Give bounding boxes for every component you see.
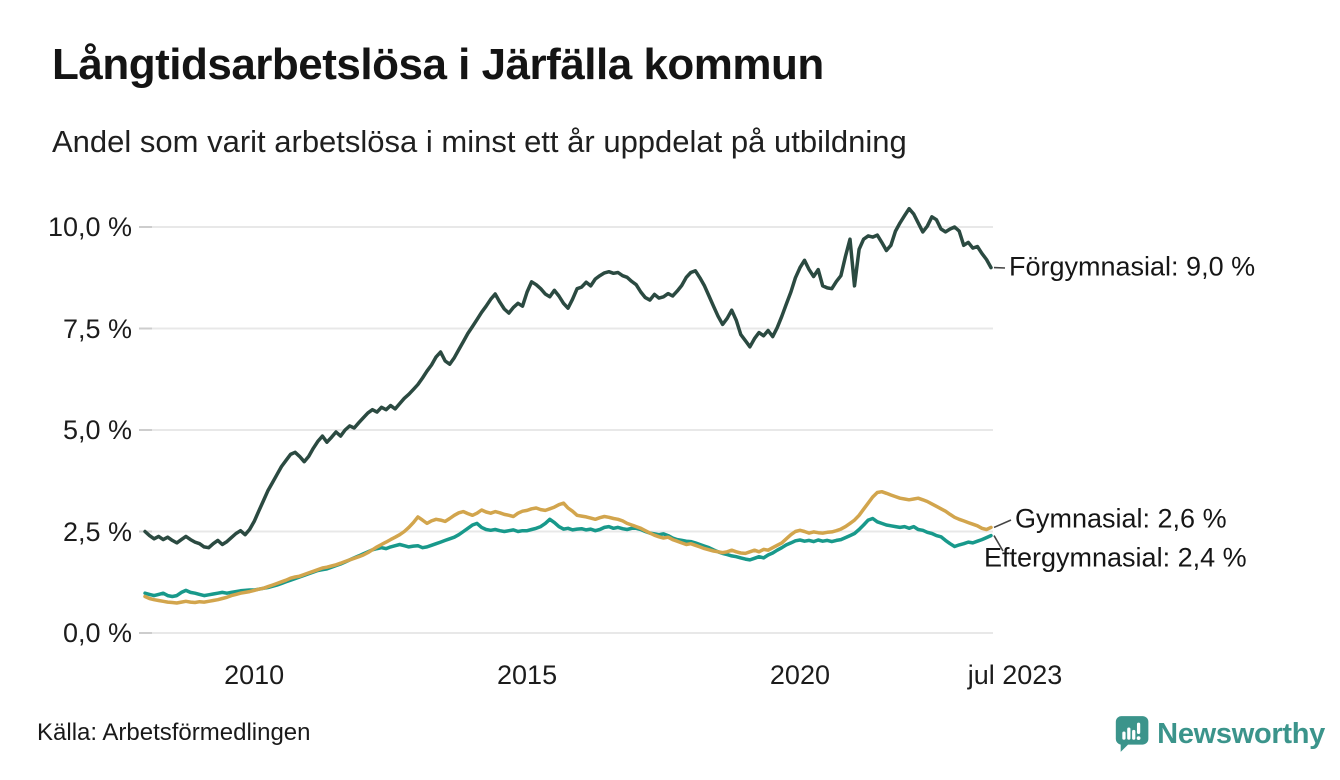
y-tick-label: 0,0 % (62, 618, 132, 648)
gridlines (139, 226, 993, 634)
series-end-label-gymnasial: Gymnasial: 2,6 % (1015, 503, 1227, 534)
x-tick-label: jul 2023 (967, 660, 1063, 690)
x-tick-label: 2015 (497, 660, 558, 690)
series-line-gymnasial (143, 489, 993, 605)
label-connector-lines (993, 266, 1012, 552)
label-connector (993, 519, 1012, 529)
series-end-label-eftergymnasial: Eftergymnasial: 2,4 % (984, 542, 1247, 573)
series-end-label-forgymnasial: Förgymnasial: 9,0 % (1009, 251, 1256, 282)
series-line-frgymnasial (143, 206, 993, 550)
newsworthy-logo-text: Newsworthy (1157, 717, 1325, 750)
newsworthy-branding: Newsworthy (1115, 709, 1325, 759)
label-connector (993, 535, 1004, 552)
y-tick-label: 7,5 % (62, 313, 132, 344)
page-subtitle: Andel som varit arbetslösa i minst ett å… (52, 124, 907, 159)
x-tick-label: 2020 (769, 660, 830, 690)
source-attribution: Källa: Arbetsförmedlingen (37, 719, 311, 746)
y-tick-label: 2,5 % (62, 516, 132, 547)
series-lines (143, 206, 993, 605)
newsworthy-logo-icon (1115, 716, 1149, 752)
page-title: Långtidsarbetslösa i Järfälla kommun (52, 40, 824, 89)
y-tick-label: 5,0 % (62, 415, 132, 445)
y-tick-label: 10,0 % (47, 212, 132, 242)
x-tick-label: 2010 (224, 660, 285, 690)
